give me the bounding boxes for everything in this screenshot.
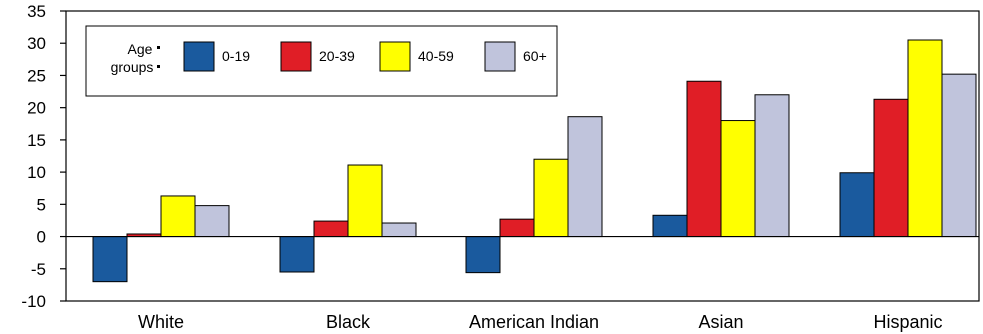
legend-swatch (280, 41, 312, 72)
legend-label: 60+ (523, 48, 547, 64)
bar-40-59-american-indian (533, 158, 569, 238)
bar-60+-american-indian (567, 116, 603, 238)
y-tick-label: 0 (37, 228, 46, 247)
bar-40-59-hispanic (907, 39, 943, 238)
y-tick-label: 10 (27, 163, 46, 182)
bars (92, 39, 977, 283)
bar-20-39-american-indian (499, 218, 535, 238)
legend-label: 40-59 (418, 48, 454, 64)
bar-40-59-black (347, 164, 383, 238)
y-tick-label: 35 (27, 2, 46, 21)
bar-40-59-white (160, 195, 196, 238)
bar-60+-hispanic (941, 73, 977, 238)
y-axis-ticks: 35 30 25 20 15 10 5 0 -5 -10 (21, 2, 66, 311)
bar-40-59-asian (720, 120, 756, 238)
y-tick-label: 5 (37, 195, 46, 214)
bar-0-19-black (279, 236, 315, 273)
bar-20-39-hispanic (873, 98, 909, 238)
bar-60+-black (381, 222, 417, 238)
x-category-label: Hispanic (873, 312, 942, 332)
legend-dot (157, 46, 160, 49)
bar-0-19-white (92, 236, 128, 283)
bar-0-19-asian (652, 214, 688, 238)
x-category-label: Black (326, 312, 371, 332)
y-tick-label: 30 (27, 34, 46, 53)
y-tick-label: -5 (31, 260, 46, 279)
bar-60+-asian (754, 94, 790, 238)
bar-0-19-american-indian (465, 236, 501, 274)
x-category-label: Asian (698, 312, 743, 332)
legend-label: 20-39 (319, 48, 355, 64)
bar-60+-white (194, 205, 230, 238)
x-axis-category-labels: White Black American Indian Asian Hispanic (138, 312, 943, 332)
legend-title-line2: groups (111, 59, 154, 75)
bar-20-39-black (313, 220, 349, 238)
legend-swatch (183, 41, 215, 72)
y-tick-label: 25 (27, 66, 46, 85)
bar-0-19-hispanic (839, 172, 875, 238)
legend-swatch (379, 41, 411, 72)
legend-swatch (484, 41, 516, 72)
legend-title-line1: Age (128, 41, 153, 57)
legend: Age groups 0-19 20-39 40-59 60+ (85, 25, 558, 97)
y-tick-label: 20 (27, 99, 46, 118)
x-category-label: White (138, 312, 184, 332)
y-tick-label: -10 (21, 292, 46, 311)
x-category-label: American Indian (469, 312, 599, 332)
legend-dot (157, 65, 160, 68)
y-tick-label: 15 (27, 131, 46, 150)
legend-box (85, 25, 558, 97)
plot-frame (65, 10, 980, 302)
legend-label: 0-19 (222, 48, 250, 64)
bar-20-39-asian (686, 80, 722, 238)
